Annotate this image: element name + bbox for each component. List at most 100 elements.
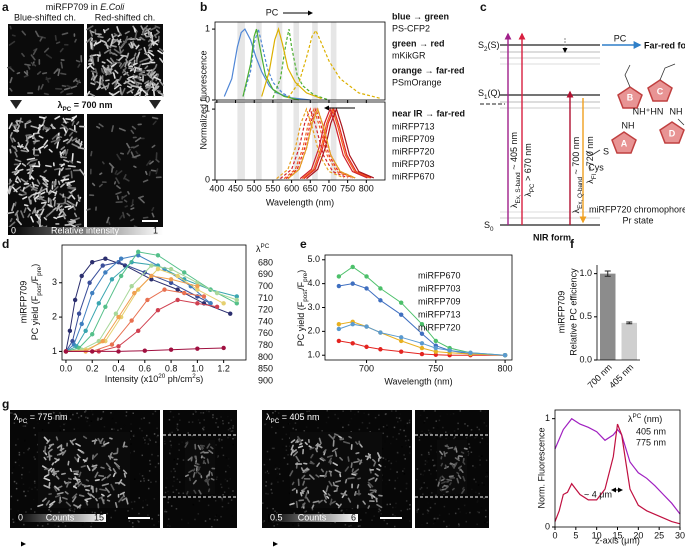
image-noise — [430, 433, 432, 435]
image-noise — [72, 413, 74, 416]
image-texture — [28, 163, 35, 167]
marker — [103, 304, 108, 309]
image-noise — [406, 422, 409, 425]
image-noise — [265, 470, 267, 473]
image-noise — [148, 470, 151, 472]
image-texture — [115, 191, 122, 195]
image-noise — [430, 448, 432, 451]
image-noise — [30, 508, 32, 510]
image-noise — [432, 522, 435, 525]
image-texture — [9, 67, 15, 73]
image-texture — [86, 64, 92, 70]
image-noise — [465, 520, 468, 523]
image-texture — [70, 218, 76, 222]
image-noise — [365, 512, 367, 514]
image-noise — [386, 503, 389, 506]
image-texture — [192, 479, 197, 485]
image-texture — [81, 483, 88, 487]
image-texture — [143, 90, 149, 93]
image-texture — [326, 495, 330, 499]
image-texture — [186, 490, 189, 495]
image-noise — [130, 443, 132, 445]
image-noise — [197, 513, 200, 515]
image-texture — [53, 68, 59, 74]
marker — [336, 274, 342, 279]
marker — [378, 286, 383, 291]
x-tick-label: 400 — [209, 183, 224, 193]
image-noise — [476, 501, 478, 503]
image-noise — [215, 437, 217, 440]
image-noise — [306, 410, 308, 413]
image-noise — [199, 422, 201, 424]
image-noise — [321, 429, 323, 432]
y-tick-label: 0 — [545, 521, 550, 531]
image-noise — [141, 475, 144, 477]
image-noise — [229, 427, 231, 430]
image-texture — [57, 68, 61, 77]
image-noise — [271, 426, 273, 429]
image-texture — [36, 71, 42, 75]
image-noise — [395, 416, 398, 419]
image-texture — [323, 499, 327, 504]
image-texture — [139, 71, 144, 75]
image-noise — [469, 434, 471, 437]
image-texture — [16, 145, 24, 148]
image-texture — [65, 118, 72, 121]
legend-title: λPC — [256, 243, 270, 254]
series-line — [554, 417, 681, 515]
condition-label: λPC = 700 nm — [57, 100, 112, 113]
image-noise — [467, 454, 470, 457]
image-texture — [110, 39, 114, 47]
image-noise — [34, 434, 37, 436]
x-tick-label: 10 — [592, 530, 602, 540]
image-texture — [56, 140, 60, 149]
image-texture — [109, 71, 115, 75]
image-noise — [423, 484, 426, 486]
image-texture — [145, 170, 148, 176]
image-texture — [60, 61, 64, 69]
marker — [378, 330, 383, 335]
x-tick-label: 750 — [428, 363, 443, 373]
image-texture — [77, 194, 81, 203]
image-texture — [43, 456, 47, 461]
image-noise — [129, 452, 131, 454]
image-texture — [337, 503, 342, 509]
image-texture — [347, 497, 352, 503]
y-axis-label-part: PC yield (F — [30, 295, 40, 340]
image-noise — [208, 410, 210, 413]
image-noise — [443, 520, 445, 523]
marker — [90, 332, 95, 337]
colorbar-max: 1 — [153, 225, 158, 235]
legend-entry: mKikGR — [392, 50, 426, 60]
y-axis-label: Relative PC efficiency — [568, 268, 578, 356]
image-texture — [63, 159, 70, 163]
image-noise — [474, 436, 476, 439]
marker — [419, 322, 425, 327]
image-texture — [138, 73, 147, 77]
image-noise — [377, 510, 380, 513]
image-texture — [116, 153, 122, 161]
image-texture — [334, 484, 339, 488]
marker — [195, 283, 200, 289]
image-texture — [108, 467, 112, 472]
transition-label-part: Ex, Q-band — [577, 176, 584, 208]
image-texture — [444, 464, 448, 469]
image-texture — [130, 203, 134, 208]
image-noise — [52, 417, 55, 420]
image-noise — [147, 479, 150, 482]
image-texture — [319, 457, 325, 462]
ring — [611, 131, 637, 154]
image-texture — [98, 183, 103, 188]
image-noise — [395, 438, 398, 440]
plot-frame — [214, 101, 386, 181]
image-noise — [34, 486, 36, 489]
image-noise — [424, 463, 427, 466]
image-noise — [24, 439, 26, 442]
image-noise — [227, 422, 230, 424]
image-noise — [62, 521, 64, 523]
image-noise — [379, 509, 382, 512]
colorbar-label: Relative intensity — [51, 225, 120, 235]
image-noise — [228, 466, 231, 469]
image-noise — [37, 524, 39, 527]
image-texture — [158, 57, 164, 64]
